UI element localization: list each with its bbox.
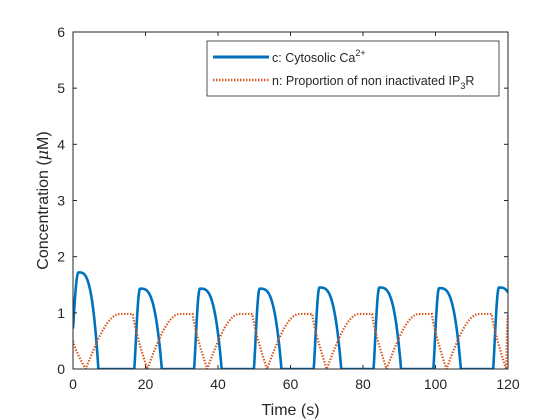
x-tick-label: 80 (355, 376, 371, 392)
y-axis-label-mu: μ (33, 150, 52, 160)
legend-label-c: c: Cytosolic Ca2+ (272, 48, 366, 65)
x-tick-label: 60 (283, 376, 299, 392)
x-tick-label: 20 (138, 376, 154, 392)
x-tick-label: 0 (69, 376, 77, 392)
legend-label-c-sup: 2+ (355, 48, 365, 58)
axes-layer (72, 31, 509, 370)
legend-label-c-main: c: Cytosolic Ca (272, 51, 355, 65)
x-axis-label: Time (s) (261, 402, 319, 419)
y-axis-label: Concentration (μM) (33, 131, 52, 269)
y-axis-label-before: Concentration ( (35, 160, 52, 270)
legend-label-n-tail: R (465, 74, 474, 88)
y-tick-label: 5 (57, 80, 65, 96)
y-tick-label: 6 (57, 24, 65, 40)
y-tick-label: 4 (57, 136, 65, 152)
y-tick-label: 1 (57, 305, 65, 321)
tick-layer: 0 20 40 60 80 100 120 0 1 2 3 4 5 6 (57, 24, 520, 392)
x-tick-label: 40 (210, 376, 226, 392)
legend-box (206, 40, 500, 97)
legend-label-n: n: Proportion of non inactivated IP3R (272, 74, 474, 91)
x-tick-label: 100 (424, 376, 448, 392)
y-tick-label: 2 (57, 249, 65, 265)
y-tick-label: 3 (57, 193, 65, 209)
legend-label-n-main: n: Proportion of non inactivated IP (272, 74, 460, 88)
legend-label-n-sub: 3 (460, 81, 465, 91)
x-tick-label: 120 (496, 376, 520, 392)
legend: c: Cytosolic Ca2+ n: Proportion of non i… (206, 40, 500, 97)
y-tick-label: 0 (57, 361, 65, 377)
series-layer (73, 271, 508, 369)
series-line-c (73, 271, 508, 369)
y-axis-label-after: M) (35, 131, 52, 150)
